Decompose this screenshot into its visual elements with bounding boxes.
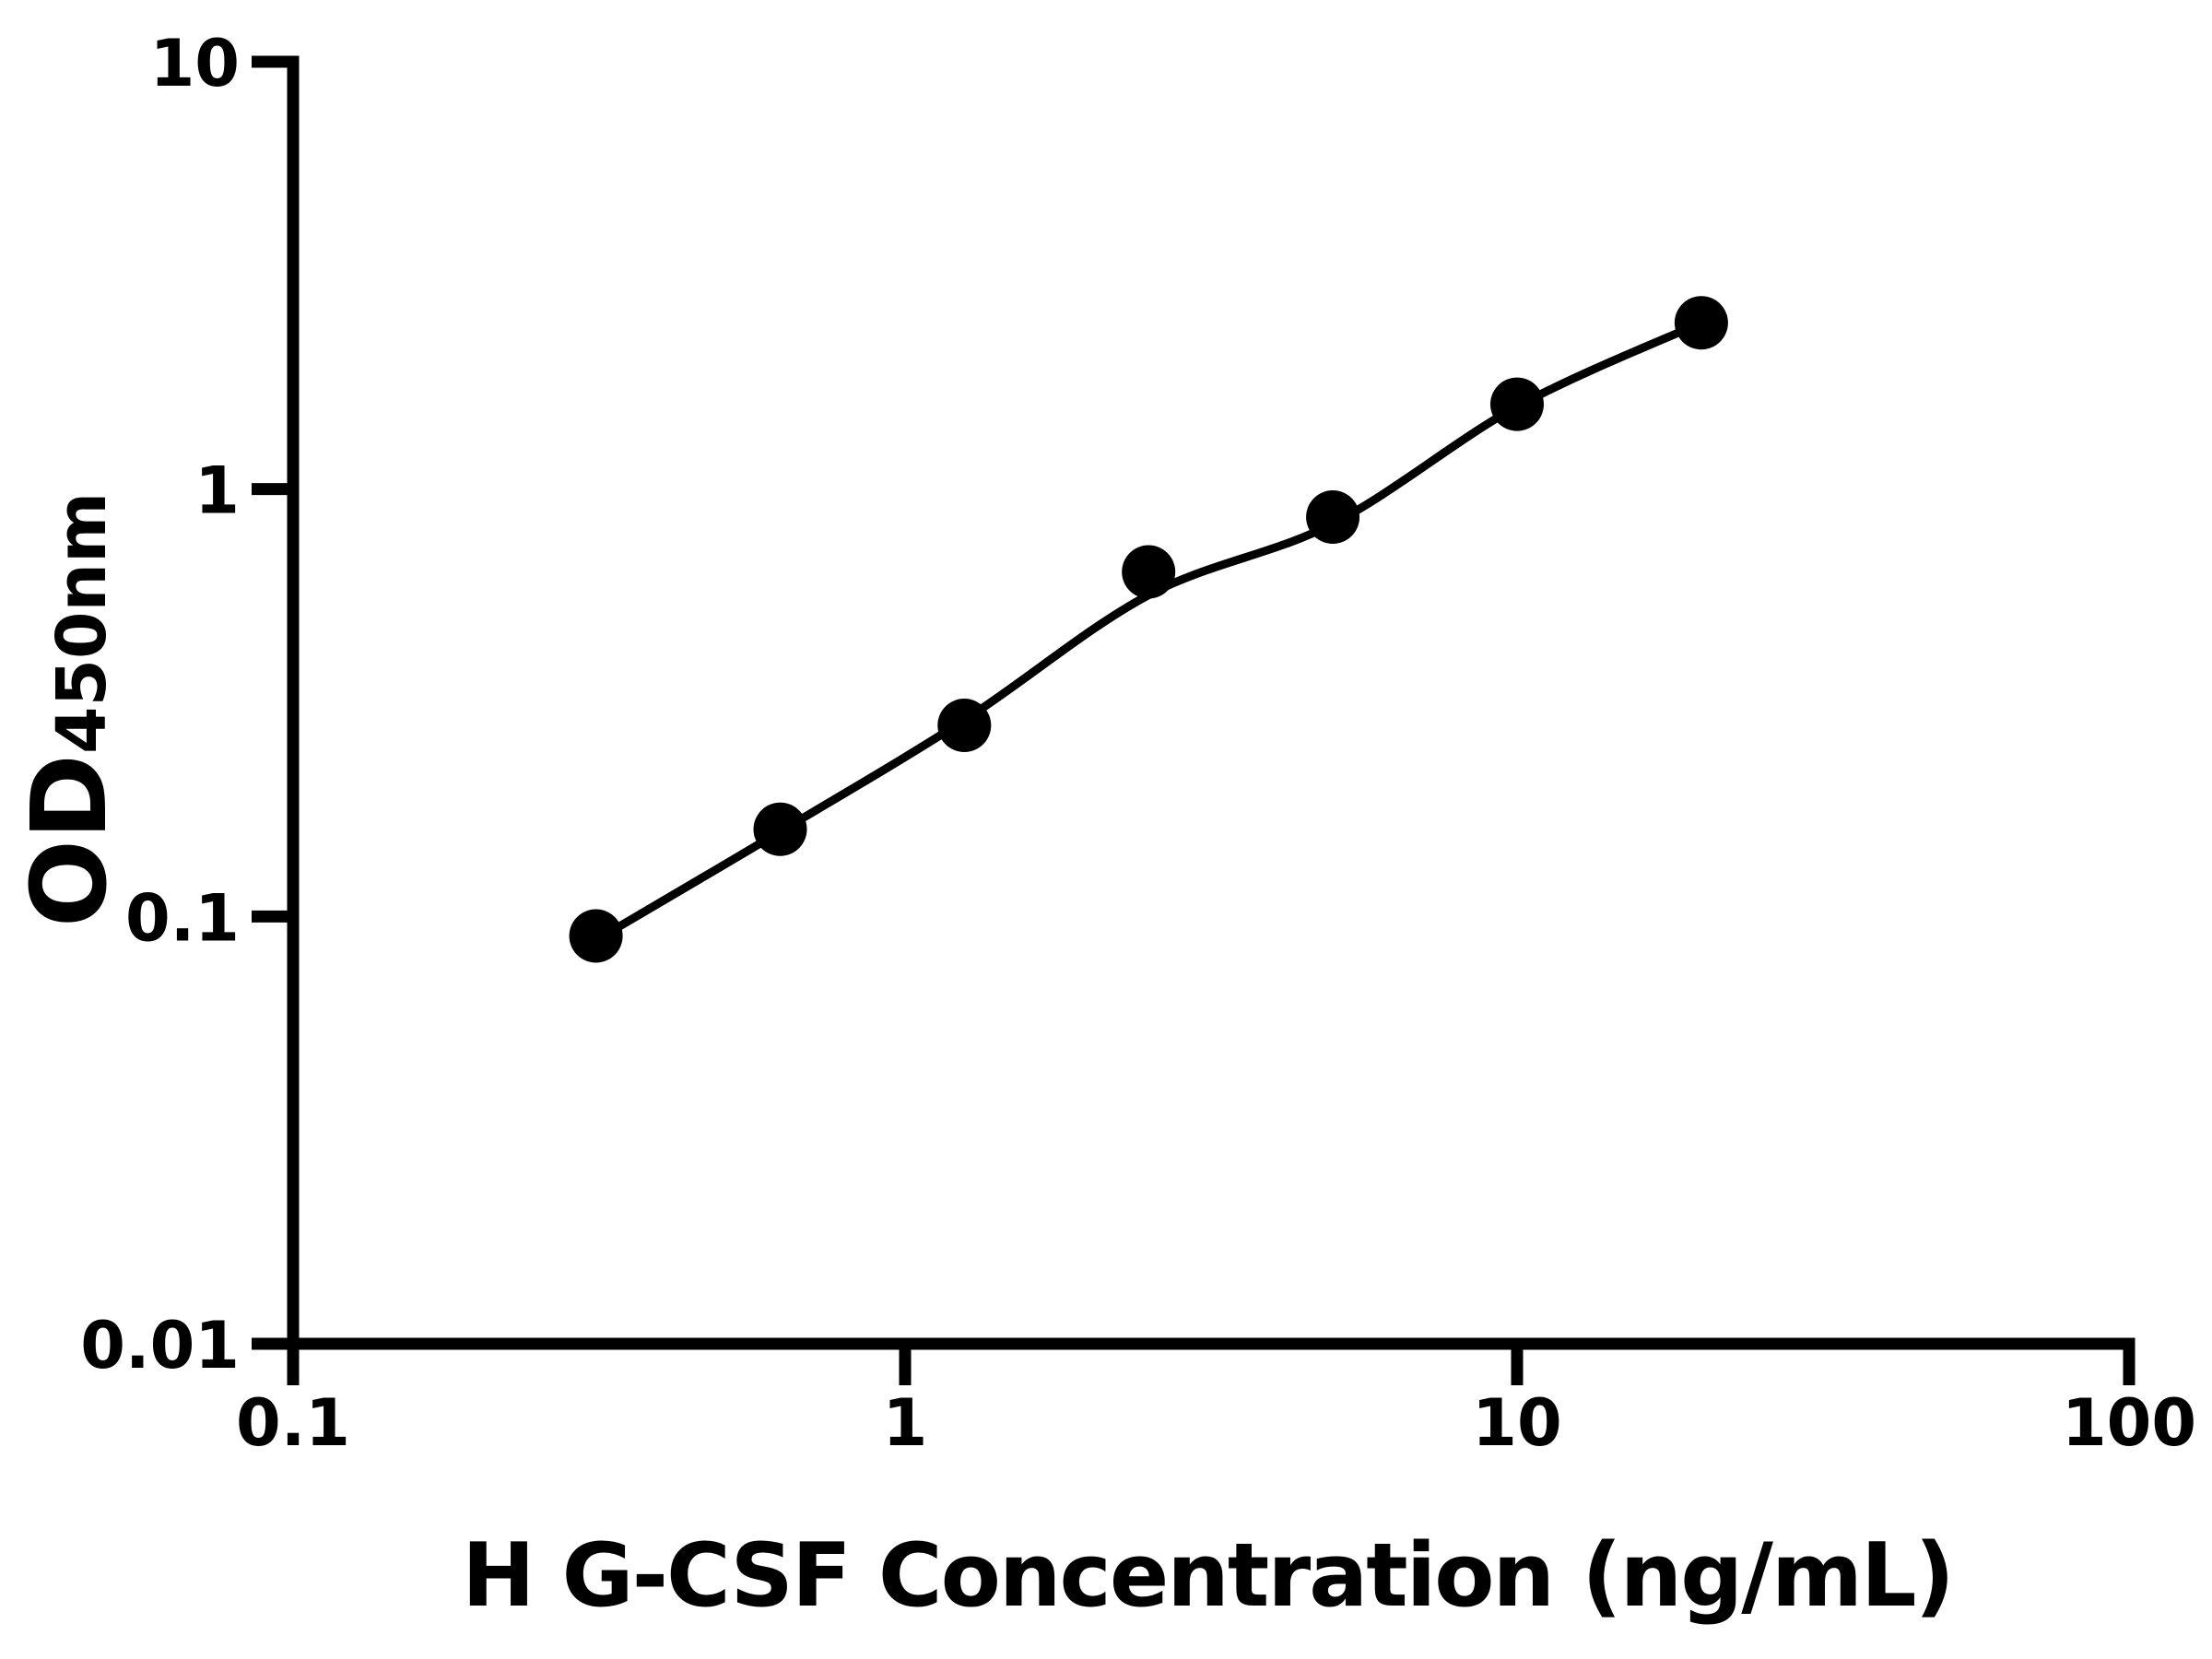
x-axis-title: H G-CSF Concentration (ng/mL) <box>462 1525 1953 1627</box>
data-point <box>937 699 992 752</box>
y-tick-label: 0.01 <box>80 1308 240 1383</box>
y-tick-label: 1 <box>194 453 240 529</box>
data-points <box>569 296 1728 963</box>
x-tick-label: 100 <box>2062 1385 2196 1461</box>
axis-ticks <box>252 55 2136 1385</box>
y-axis-title-main: OD <box>10 754 130 927</box>
data-point <box>753 802 807 856</box>
y-tick-labels: 10 1 0.1 0.01 <box>80 26 240 1383</box>
y-axis-title-sub: 450nm <box>42 492 122 754</box>
x-tick-label: 1 <box>883 1385 928 1461</box>
axes <box>287 55 2136 1350</box>
data-point <box>1674 296 1728 350</box>
axis-spine <box>287 55 2136 1350</box>
y-axis-title: OD450nm <box>10 492 130 927</box>
y-tick-label: 10 <box>150 26 240 101</box>
y-tick-label: 0.1 <box>125 880 240 956</box>
x-tick-label: 0.1 <box>236 1385 350 1461</box>
data-point <box>1122 545 1176 599</box>
data-point <box>1306 490 1360 544</box>
x-tick-labels: 0.1 1 10 100 <box>236 1385 2196 1461</box>
data-point <box>569 909 623 963</box>
data-point <box>1490 377 1544 431</box>
x-tick-label: 10 <box>1472 1385 1561 1461</box>
